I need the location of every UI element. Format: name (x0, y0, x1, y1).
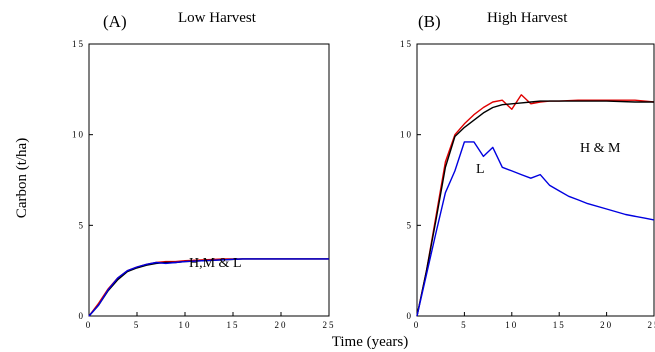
panel-b-x-tick-label: 5 (461, 320, 468, 330)
panel-b-label: (B) (418, 12, 441, 31)
panel-b-ticks: 0 5 10 15 20 25 0 5 10 15 (400, 39, 655, 330)
panel-b-x-tick-label: 15 (553, 320, 566, 330)
panel-a-y-tick-label: 15 (72, 39, 85, 49)
panel-a-y-tick-label: 5 (79, 220, 86, 230)
panel-a-series-line-2 (88, 258, 329, 317)
panel-a-ticks: 0 5 10 15 20 25 0 5 10 15 (72, 39, 336, 330)
panel-a-x-tick-label: 5 (134, 320, 141, 330)
panel-b-title: High Harvest (487, 10, 568, 26)
panel-b-series-line-1 (416, 100, 654, 317)
panel-a-label: (A) (103, 12, 127, 31)
panel-a-series (88, 258, 329, 317)
panel-b-series (416, 94, 655, 317)
panel-a-y-tick-label: 10 (72, 130, 85, 140)
panel-b-x-tick-label: 0 (414, 320, 421, 330)
panel-a-x-tick-label: 25 (323, 320, 336, 330)
panel-b-y-tick-label: 15 (400, 39, 413, 49)
panel-b-y-tick-label: 5 (407, 220, 414, 230)
panel-b-plot-frame (416, 43, 655, 317)
panel-b-x-tick-label: 25 (648, 320, 655, 330)
panel-a: (A) Low Harvest 0 5 10 15 20 25 0 5 10 15 H,M & L (72, 10, 336, 330)
panel-b-annotation-hm: H & M (580, 141, 621, 156)
panel-a-x-tick-label: 10 (179, 320, 192, 330)
panel-a-plot-frame (88, 43, 330, 317)
x-axis-label: Time (years) (332, 334, 409, 350)
panel-b-y-tick-label: 0 (407, 311, 414, 321)
panel-b-annotation-l: L (476, 162, 485, 177)
y-axis-label: Carbon (t/ha) (14, 138, 30, 218)
panel-a-x-tick-label: 20 (275, 320, 288, 330)
panel-b-x-tick-label: 20 (600, 320, 613, 330)
panel-b-series-line-2 (416, 141, 655, 317)
panel-b-x-tick-label: 10 (505, 320, 518, 330)
panel-a-x-tick-label: 15 (227, 320, 240, 330)
panel-a-x-tick-label: 0 (86, 320, 93, 330)
panel-b-y-tick-label: 10 (400, 130, 413, 140)
panel-a-title: Low Harvest (178, 10, 257, 26)
panel-b-series-line-0 (416, 94, 655, 317)
panel-a-annotation: H,M & L (189, 256, 242, 271)
panel-a-y-tick-label: 0 (79, 311, 86, 321)
